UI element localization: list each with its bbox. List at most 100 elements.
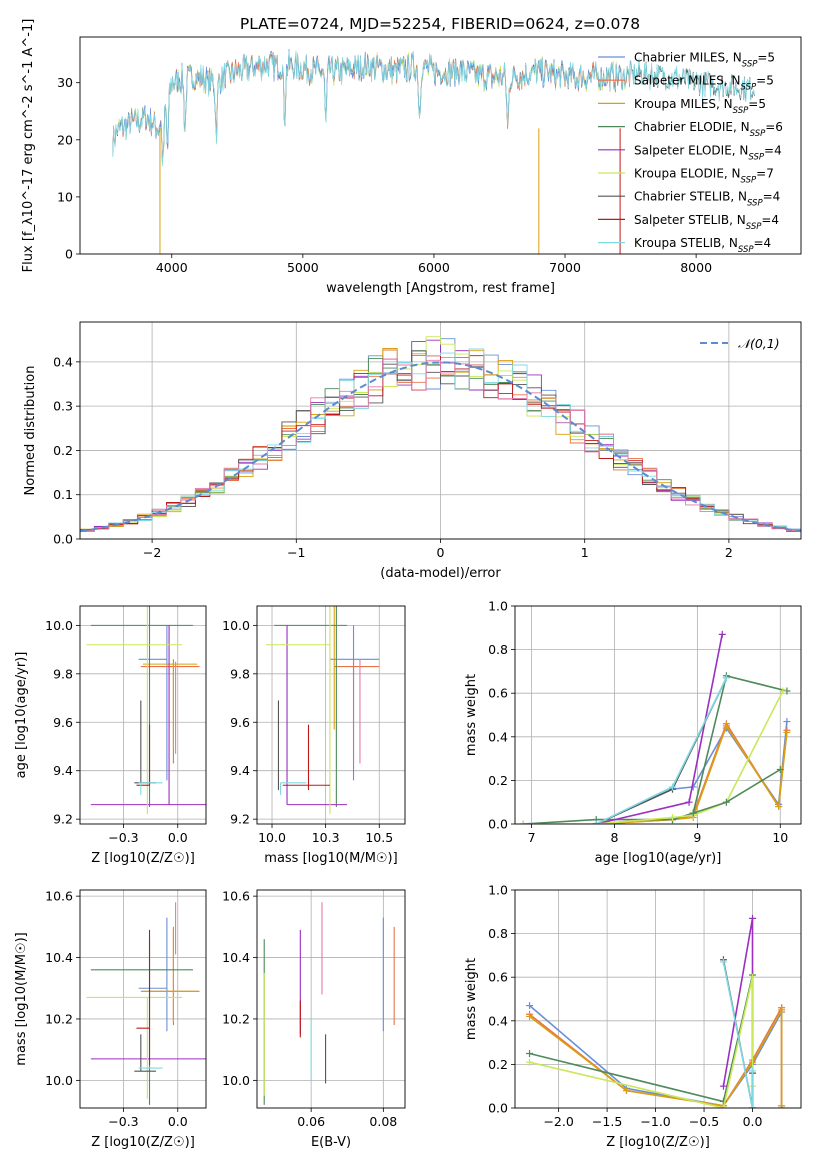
- x-tick-label: 9: [693, 830, 701, 845]
- x-tick-label: −0.3: [108, 830, 138, 845]
- mass-weight-marker: [526, 1050, 534, 1057]
- axes-frame: [256, 605, 406, 825]
- legend: Chabrier MILES, NSSP=5 Salpeter MILES, NS…: [598, 51, 783, 255]
- y-tick-label: 10: [57, 189, 73, 204]
- mass-weight-marker: [622, 1087, 630, 1095]
- x-tick-label: 7: [528, 830, 536, 845]
- plot-area: [265, 606, 380, 815]
- x-axis-label: E(B-V): [311, 1135, 351, 1150]
- y-tick-label: 10.6: [222, 889, 250, 904]
- axes-frame: [79, 889, 207, 1109]
- mass-weight-marker: [526, 1058, 534, 1066]
- x-tick-label: 8: [611, 830, 619, 845]
- axes-mass_weight_vs_Z: −2.0 −1.5 −1.0 −0.5 0.0 0.0 0.2 0.4 0.6 0.8 1.0 Z […: [464, 883, 802, 1150]
- mass-weight-marker: [718, 630, 726, 638]
- mass-weight-marker: [685, 798, 693, 806]
- y-tick-label: 10.6: [45, 889, 73, 904]
- y-tick-label: 9.4: [53, 763, 73, 778]
- plot-area: [86, 606, 206, 815]
- legend-entry: Chabrier MILES, NSSP=5: [634, 51, 775, 70]
- y-tick-label: 0: [65, 247, 73, 262]
- mass-weight-line: [692, 768, 781, 814]
- mass-weight-marker: [722, 674, 730, 682]
- mass-weight-marker: [749, 914, 757, 922]
- plot-area: [519, 630, 791, 824]
- axes-frame: [79, 321, 802, 540]
- legend-entry: Kroupa ELODIE, NSSP=7: [634, 167, 774, 186]
- mass-weight-marker: [778, 1102, 786, 1108]
- axes-mass_vs_Z: −0.3 0.0 10.0 10.2 10.4 10.6 Z [log10(Z/Z☉)] ma…: [14, 889, 207, 1150]
- y-tick-label: 9.8: [53, 666, 73, 681]
- y-tick-label: 0.2: [53, 443, 73, 458]
- y-tick-label: 0.0: [53, 532, 73, 547]
- plot-area: [112, 48, 755, 254]
- mass-weight-marker: [526, 1012, 534, 1020]
- y-tick-label: 1.0: [488, 883, 508, 898]
- legend-entry: Kroupa STELIB, NSSP=4: [634, 236, 771, 255]
- y-tick-label: 0.4: [488, 1013, 508, 1028]
- mass-weight-line: [529, 974, 754, 1103]
- axes-frame: [514, 605, 802, 825]
- y-axis-label: mass weight: [464, 958, 479, 1040]
- mass-weight-marker: [669, 783, 677, 791]
- mass-weight-line: [523, 690, 784, 824]
- y-tick-label: 10.4: [222, 950, 250, 965]
- y-axis-label: mass weight: [464, 674, 479, 756]
- mass-weight-marker: [519, 820, 527, 824]
- legend-entry: Chabrier STELIB, NSSP=4: [634, 190, 780, 209]
- mass-weight-marker: [779, 687, 787, 695]
- axes-age_vs_Z: −0.3 0.0 9.2 9.4 9.6 9.8 10.0 Z [log10(Z/Z☉)] ag…: [14, 605, 207, 866]
- x-tick-label: −0.3: [108, 1114, 138, 1129]
- y-tick-label: 0.6: [488, 970, 508, 985]
- y-tick-label: 0.4: [488, 729, 508, 744]
- mass-weight-marker: [689, 809, 697, 817]
- mass-weight-line: [529, 977, 754, 1108]
- legend-entry: Salpeter ELODIE, NSSP=4: [634, 143, 782, 162]
- y-tick-label: 10.2: [222, 1011, 250, 1026]
- gaussian-curve: [80, 361, 801, 533]
- x-tick-label: 0.0: [743, 1114, 763, 1129]
- x-tick-label: 0.06: [297, 1114, 325, 1129]
- mass-weight-marker: [749, 1104, 757, 1108]
- x-tick-label: −2.0: [543, 1114, 573, 1129]
- y-tick-label: 0.2: [488, 773, 508, 788]
- plot-area: [263, 902, 395, 1105]
- axes-spectrum: 4000 5000 6000 7000 8000 0 10 20 30 wavelength [A…: [21, 19, 802, 296]
- x-tick-label: 10.5: [365, 830, 393, 845]
- mass-weight-line: [523, 674, 788, 824]
- mass-weight-marker: [592, 820, 600, 824]
- x-tick-label: 1: [581, 545, 589, 560]
- plot-area: [526, 914, 786, 1108]
- mass-weight-marker: [749, 1067, 757, 1075]
- legend-entry: Salpeter MILES, NSSP=5: [634, 74, 774, 93]
- y-tick-label: 9.2: [230, 812, 250, 827]
- x-tick-label: −1: [287, 545, 305, 560]
- y-tick-label: 0.2: [488, 1057, 508, 1072]
- legend-entry: 𝒩(0,1): [738, 336, 780, 351]
- mass-weight-marker: [722, 722, 730, 730]
- spectrum-series-line: [112, 50, 755, 167]
- y-tick-label: 10.4: [45, 950, 73, 965]
- x-tick-label: −1.0: [640, 1114, 670, 1129]
- axes-frame: [79, 36, 802, 255]
- mass-weight-marker: [719, 1097, 727, 1105]
- x-axis-label: Z [log10(Z/Z☉)]: [606, 1135, 710, 1150]
- mass-weight-marker: [719, 958, 727, 966]
- y-tick-label: 10.0: [45, 618, 73, 633]
- y-tick-label: 1.0: [488, 599, 508, 614]
- x-tick-label: 0.0: [168, 830, 188, 845]
- y-tick-label: 0.4: [53, 354, 73, 369]
- x-tick-label: 5000: [287, 260, 319, 275]
- axes-mass_weight_vs_age: 7 8 9 10 0.0 0.2 0.4 0.6 0.8 1.0 age [log10(age/yr…: [464, 599, 802, 866]
- x-tick-label: −2: [143, 545, 161, 560]
- plot-area: [86, 902, 206, 1105]
- legend-entry: Salpeter STELIB, NSSP=4: [634, 213, 779, 232]
- mass-weight-marker: [775, 803, 783, 811]
- x-tick-label: 10: [772, 830, 788, 845]
- mass-weight-line: [595, 677, 728, 824]
- y-tick-label: 0.8: [488, 926, 508, 941]
- axes-frame: [514, 889, 802, 1109]
- y-axis-label: age [log10(age/yr)]: [14, 652, 29, 779]
- y-axis-label: Normed distribution: [23, 366, 38, 496]
